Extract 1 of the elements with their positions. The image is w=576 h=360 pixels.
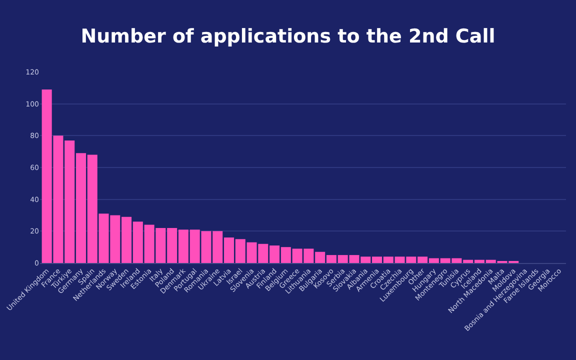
- chart-title: Number of applications to the 2nd Call: [80, 26, 496, 48]
